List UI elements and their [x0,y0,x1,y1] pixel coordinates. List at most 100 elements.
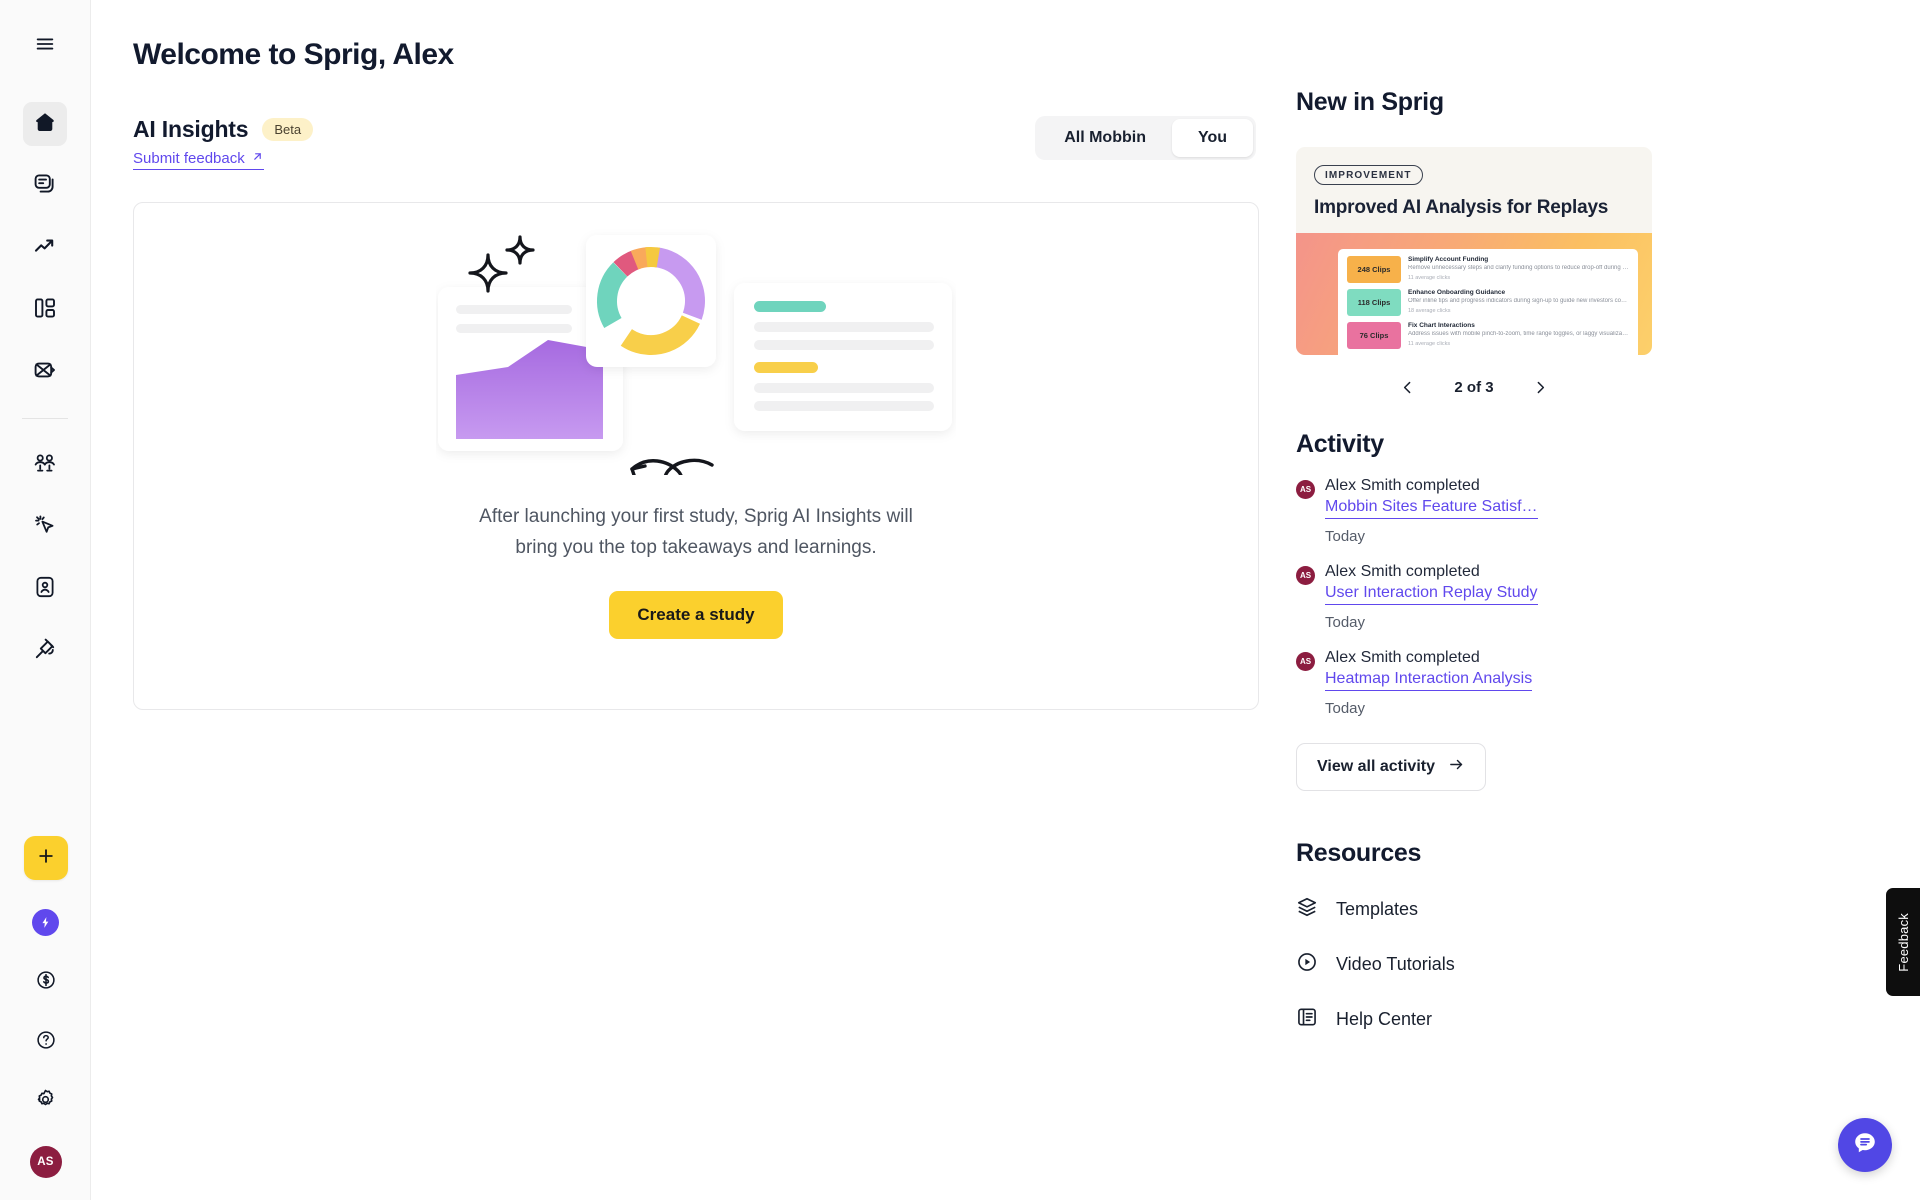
resource-label: Templates [1336,899,1419,919]
improvement-tag: IMPROVEMENT [1314,165,1423,185]
avatar[interactable]: AS [29,1146,62,1178]
plus-icon [36,846,56,871]
book-article-icon [1296,1006,1318,1033]
chevron-left-icon[interactable] [1399,379,1416,396]
sidebar-item-studies[interactable] [23,164,67,208]
ai-insights-empty-text: After launching your first study, Sprig … [479,506,913,558]
list-item: AS Alex Smith completed User Interaction… [1296,563,1816,631]
resource-label: Help Center [1336,1009,1433,1029]
replay-box-icon [33,358,57,387]
create-new-button[interactable] [23,836,68,880]
activity-body: Alex Smith completed Heatmap Interaction… [1325,649,1533,717]
sidebar-item-audience[interactable] [23,443,67,487]
audience-scope-toggle: All Mobbin You [1035,116,1256,160]
trending-up-arrow-icon [33,234,57,263]
hamburger-menu-button[interactable] [23,24,67,68]
list-item: 76 Clips Fix Chart Interactions Address … [1347,322,1629,349]
center-column: Welcome to Sprig, Alex AI Insights Beta … [133,38,1296,1200]
right-panel: New in Sprig IMPROVEMENT Improved AI Ana… [1296,38,1856,1200]
new-in-sprig-card-preview: 248 Clips Simplify Account Funding Remov… [1296,233,1652,355]
feedback-tab-label: Feedback [1895,912,1911,972]
preview-meta: 18 average clicks [1408,307,1451,314]
gear-icon [34,1088,57,1116]
external-link-arrow-icon [251,150,264,167]
arrow-right-icon [1448,756,1465,778]
clip-count-badge: 118 Clips [1347,289,1401,316]
ai-insights-empty-card: After launching your first study, Sprig … [133,202,1259,710]
activity-study-link[interactable]: User Interaction Replay Study [1325,584,1538,605]
clip-count-badge: 248 Clips [1347,256,1401,283]
preview-heading: Enhance Onboarding Guidance [1408,289,1506,296]
resources-section: Resources Templates [1296,839,1816,1033]
view-all-activity-button[interactable]: View all activity [1296,743,1486,791]
layers-icon [1296,896,1318,923]
carousel-counter: 2 of 3 [1454,379,1494,396]
activity-body: Alex Smith completed Mobbin Sites Featur… [1325,477,1538,545]
preview-description: Offer inline tips and progress indicator… [1408,298,1629,304]
sidebar-item-settings[interactable] [30,1086,62,1118]
hamburger-menu-icon [34,33,56,60]
cursor-click-icon [33,513,57,542]
sidebar-item-upgrade[interactable] [30,906,62,938]
dashboard-panels-icon [33,296,57,325]
new-in-sprig-card[interactable]: IMPROVEMENT Improved AI Analysis for Rep… [1296,147,1652,355]
resource-item-video-tutorials[interactable]: Video Tutorials [1296,951,1816,978]
new-in-sprig-card-header: IMPROVEMENT Improved AI Analysis for Rep… [1296,147,1652,233]
avatar: AS [1296,480,1315,499]
resource-item-help-center[interactable]: Help Center [1296,1006,1816,1033]
sidebar-item-events[interactable] [23,505,67,549]
activity-section: Activity AS Alex Smith completed Mobbin … [1296,430,1816,791]
activity-timestamp: Today [1325,528,1366,545]
tab-all-mobbin[interactable]: All Mobbin [1038,119,1172,157]
new-in-sprig-title: New in Sprig [1296,88,1444,116]
activity-actor: Alex Smith completed [1325,649,1480,666]
preview-list: 248 Clips Simplify Account Funding Remov… [1338,249,1638,355]
survey-cards-icon [33,172,57,201]
sidebar-bottom-group: AS [0,836,91,1200]
activity-title: Activity [1296,430,1384,458]
chevron-right-icon[interactable] [1532,379,1549,396]
create-a-study-button[interactable]: Create a study [609,591,783,639]
preview-description: Remove unnecessary steps and clarify fun… [1408,265,1629,271]
feedback-tab-button[interactable]: Feedback [1886,888,1920,996]
tab-you[interactable]: You [1171,119,1253,157]
list-item: 248 Clips Simplify Account Funding Remov… [1347,256,1629,283]
activity-study-link[interactable]: Heatmap Interaction Analysis [1325,670,1533,691]
list-item: AS Alex Smith completed Mobbin Sites Fea… [1296,477,1816,545]
play-circle-icon [1296,951,1318,978]
sidebar-item-billing[interactable] [30,966,62,998]
home-icon [33,110,57,139]
sidebar-primary-nav [22,68,68,673]
main-content: Welcome to Sprig, Alex AI Insights Beta … [91,0,1920,1200]
submit-feedback-link[interactable]: Submit feedback [133,150,264,170]
question-circle-icon [35,1029,57,1056]
activity-actor: Alex Smith completed [1325,477,1480,494]
sidebar-item-trends[interactable] [23,226,67,270]
clip-count-badge: 76 Clips [1347,322,1401,349]
sidebar-item-help[interactable] [30,1026,62,1058]
contact-card-icon [33,575,57,604]
list-item: 118 Clips Enhance Onboarding Guidance Of… [1347,289,1629,316]
ai-insights-title-row: AI Insights Beta [133,116,314,143]
dollar-circle-icon [35,969,57,996]
activity-study-link[interactable]: Mobbin Sites Feature Satisf… [1325,498,1538,519]
sidebar-item-dashboards[interactable] [23,288,67,332]
carousel-controls: 2 of 3 [1296,379,1652,396]
page-title: Welcome to Sprig, Alex [133,38,454,71]
plug-icon [33,637,57,666]
preview-description: Address issues with mobile pinch-to-zoom… [1408,331,1629,337]
preview-heading: Simplify Account Funding [1408,256,1489,263]
avatar: AS [1296,566,1315,585]
submit-feedback-label: Submit feedback [133,150,245,167]
activity-actor: Alex Smith completed [1325,563,1480,580]
preview-meta: 11 average clicks [1408,274,1451,281]
chat-support-button[interactable] [1838,1118,1892,1172]
resource-item-templates[interactable]: Templates [1296,896,1816,923]
sidebar-item-replays[interactable] [23,350,67,394]
sidebar-item-integrations[interactable] [23,629,67,673]
sidebar-item-home[interactable] [23,102,67,146]
activity-timestamp: Today [1325,614,1366,631]
chat-bubble-icon [1851,1129,1879,1162]
sidebar-item-contacts[interactable] [23,567,67,611]
